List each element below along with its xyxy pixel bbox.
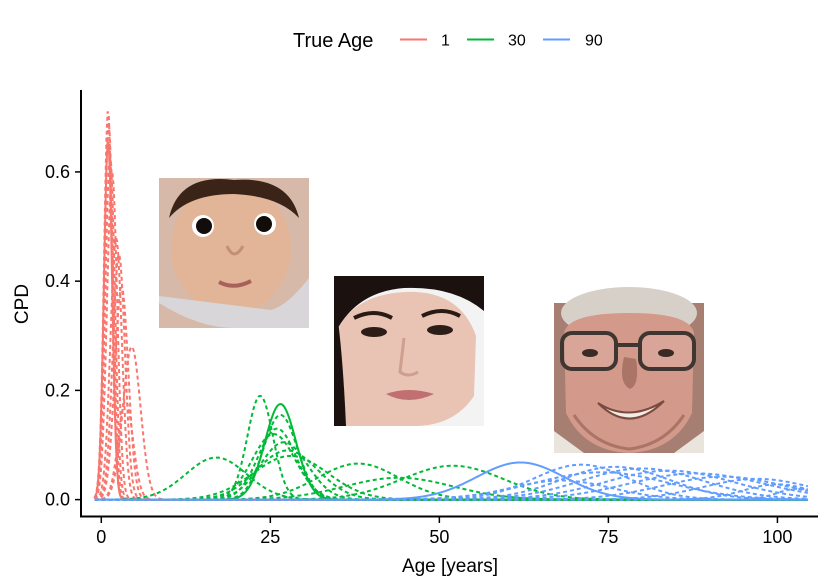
baby-nose <box>225 245 245 256</box>
woman-left-eye <box>361 327 387 337</box>
baby-left-pupil <box>196 218 212 234</box>
legend: True Age 1 30 90 <box>293 30 603 52</box>
x-tick-label: 100 <box>762 527 792 547</box>
legend-title: True Age <box>293 30 373 52</box>
predicted-cpd-curve-90 <box>94 469 808 501</box>
predicted-cpd-curve-90 <box>94 467 808 501</box>
baby-right-pupil <box>256 216 272 232</box>
legend-label-90: 90 <box>585 33 603 50</box>
woman-left-brow <box>353 311 393 320</box>
y-tick-label: 0.6 <box>45 162 70 182</box>
x-ticks: 0 25 50 75 100 <box>96 517 792 547</box>
axes: 0 25 50 75 100 0.0 0.2 0.4 0.6 <box>45 90 818 547</box>
y-ticks: 0.0 0.2 0.4 0.6 <box>45 162 81 510</box>
predicted-cpd-curve-30 <box>94 462 808 501</box>
x-tick-label: 25 <box>260 527 280 547</box>
y-axis-title: CPD <box>12 284 33 324</box>
x-tick-label: 50 <box>429 527 449 547</box>
woman-face-photo <box>334 276 484 426</box>
elder-smile <box>597 400 665 420</box>
woman-hair-top <box>334 276 484 336</box>
legend-label-1: 1 <box>441 33 450 50</box>
y-tick-label: 0.2 <box>45 380 70 400</box>
predicted-cpd-curve-30 <box>94 464 808 501</box>
elder-shirt-left <box>554 431 584 453</box>
predicted-cpd-curve-30 <box>94 456 808 501</box>
elderly-man-face-photo <box>554 287 704 453</box>
y-tick-label: 0.0 <box>45 490 70 510</box>
predicted-cpd-curve-90 <box>94 472 809 501</box>
predicted-cpd-curve-30 <box>94 454 808 501</box>
x-tick-label: 0 <box>96 527 106 547</box>
legend-item-90: 90 <box>543 33 603 50</box>
predicted-cpd-curve-30 <box>94 449 808 501</box>
baby-mouth <box>218 279 252 288</box>
predicted-cpd-curve-90 <box>94 475 809 501</box>
woman-right-eye <box>427 325 453 335</box>
elder-jaw-lines <box>572 414 686 451</box>
predicted-cpd-curve-90 <box>94 463 808 501</box>
predicted-cpd-curve-90 <box>94 477 809 501</box>
x-axis-title: Age [years] <box>402 556 498 577</box>
woman-mouth <box>386 390 434 400</box>
predicted-cpd-curve-90 <box>94 471 808 501</box>
baby-clothing <box>159 278 309 328</box>
elder-left-eye <box>582 349 598 357</box>
legend-label-30: 30 <box>508 33 526 50</box>
density-curves <box>93 111 809 501</box>
woman-right-brow <box>421 309 461 318</box>
baby-hair <box>169 179 299 218</box>
elder-nose <box>622 357 638 389</box>
baby-face-photo <box>159 178 309 328</box>
true-cpd-curve-90 <box>94 461 808 501</box>
legend-item-1: 1 <box>400 33 450 50</box>
predicted-cpd-curve-90 <box>94 465 808 501</box>
woman-nose <box>398 337 419 377</box>
x-tick-label: 75 <box>598 527 618 547</box>
elder-shirt-right <box>674 431 704 453</box>
elder-right-eye <box>658 349 674 357</box>
woman-hair-side <box>334 296 346 426</box>
y-tick-label: 0.4 <box>45 271 70 291</box>
legend-item-30: 30 <box>467 33 526 50</box>
